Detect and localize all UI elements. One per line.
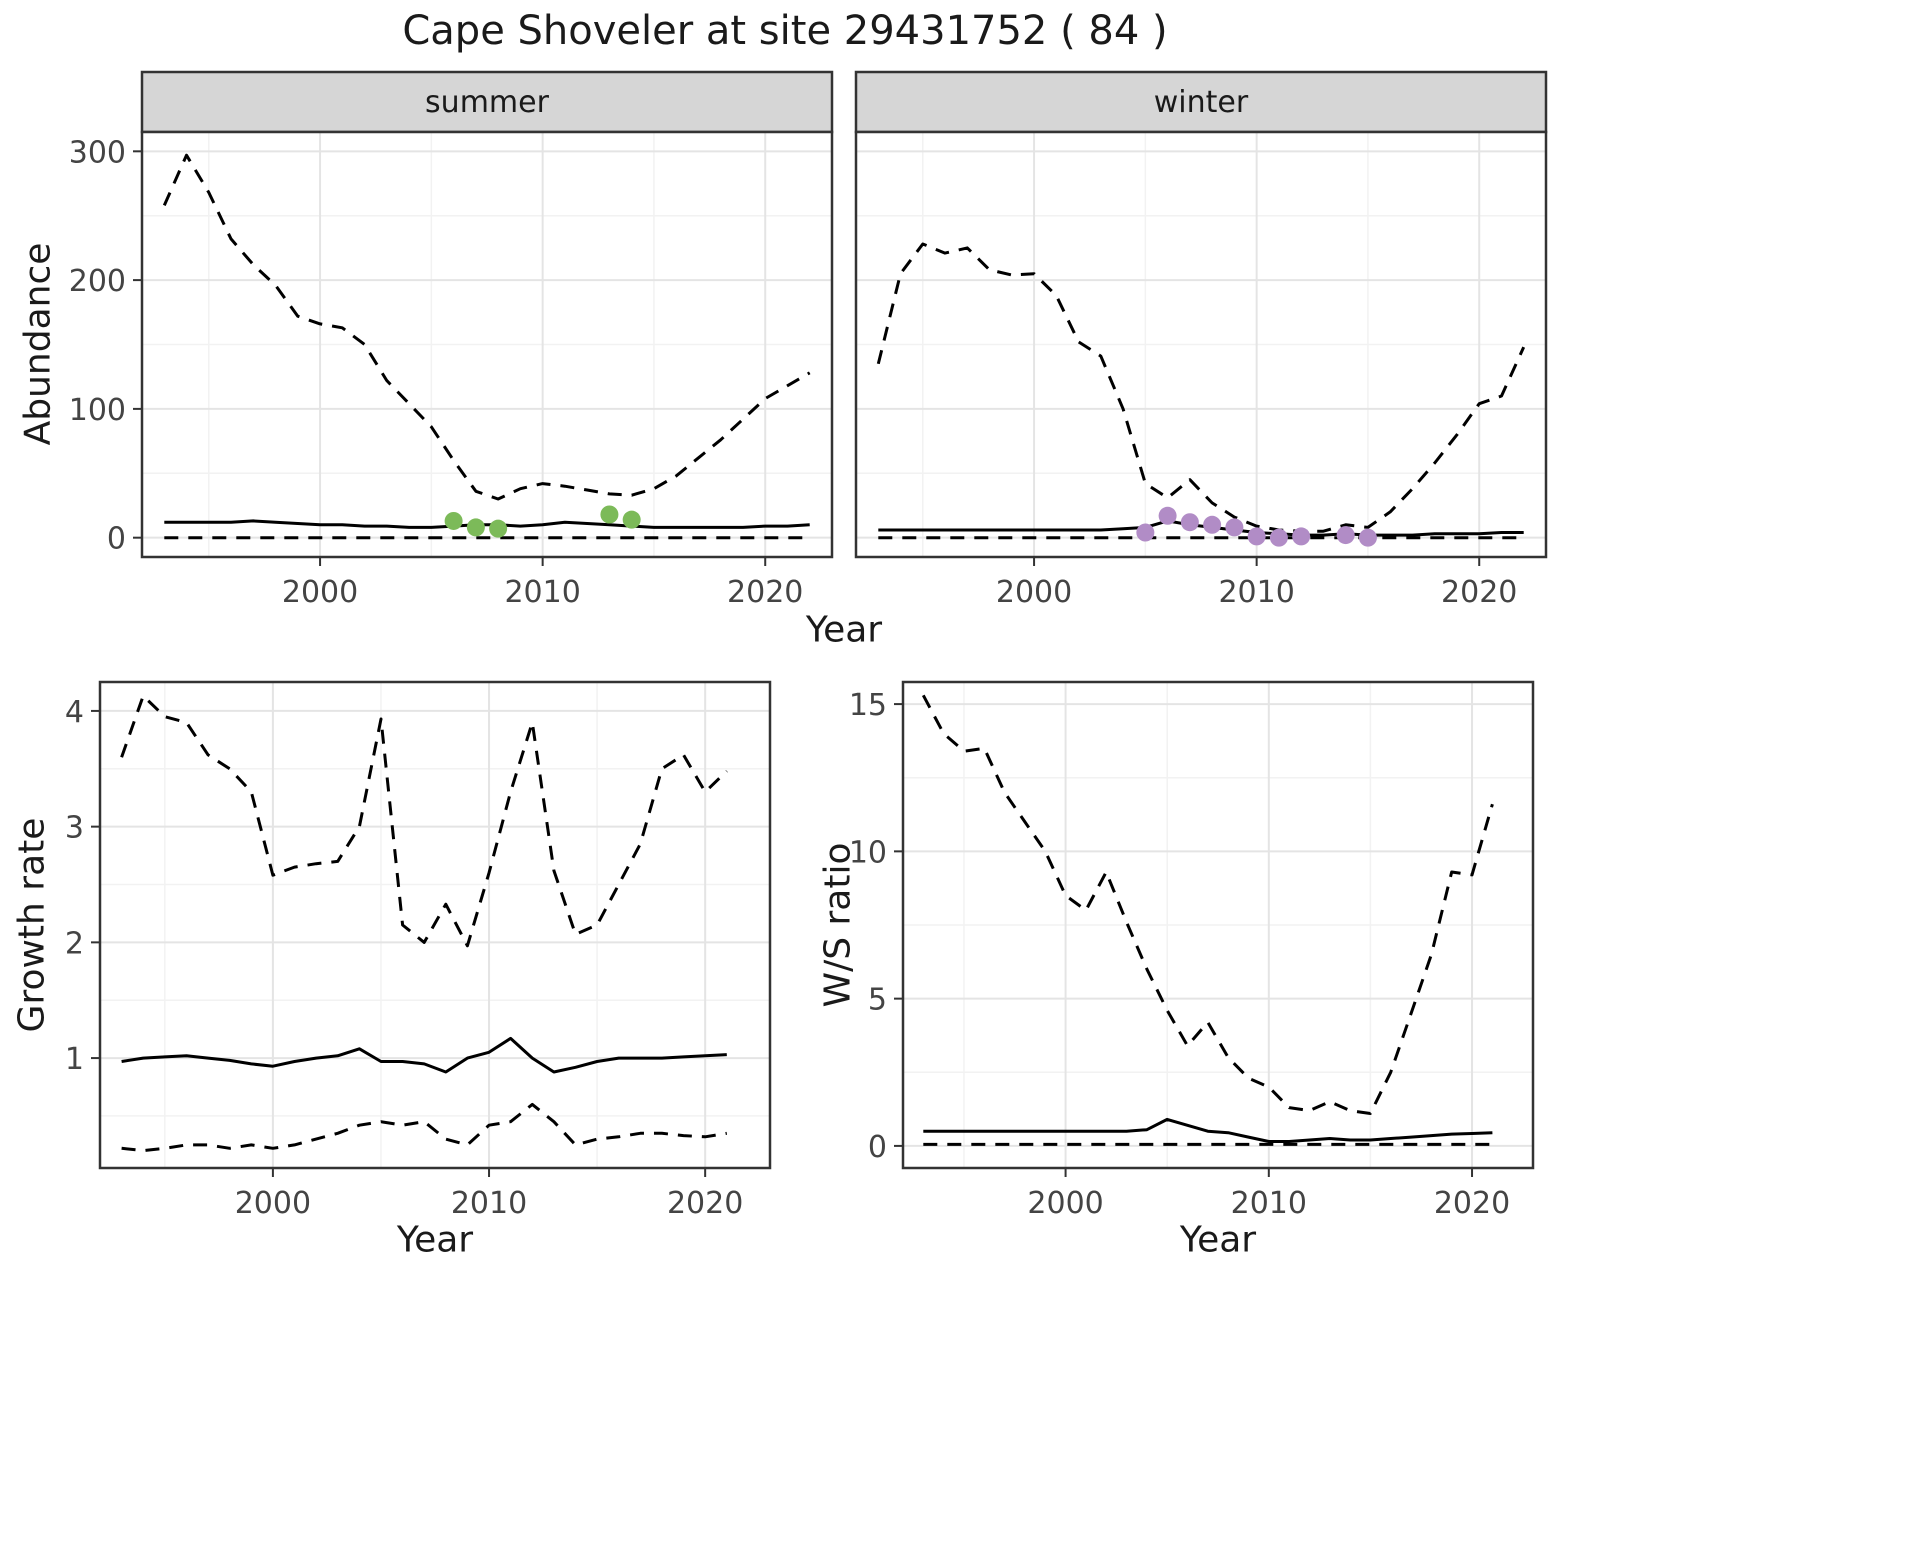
x-tick-label: 2010 [1231,1186,1307,1221]
series-upper_95ci [921,694,1494,1115]
growth-rate-y-axis-label: Growth rate [11,817,53,1033]
series-upper_95ci [120,694,728,948]
observed-point [600,505,619,524]
facet-strip [140,70,834,134]
series-upper_95ci [162,153,811,501]
growth-rate-x-axis-label: Year [396,1219,474,1261]
x-tick-label: 2010 [1218,575,1294,610]
observed-point [489,519,508,538]
x-tick-label: 2000 [282,575,358,610]
observed-point [1247,527,1266,546]
observed-point [1136,523,1155,542]
y-tick-label: 4 [65,695,84,730]
series-median [878,519,1524,537]
panel-border [854,130,1548,559]
series-median [923,1117,1493,1143]
x-tick-label: 2010 [451,1186,527,1221]
x-tick-label: 2020 [667,1186,743,1221]
y-tick-label: 100 [69,393,126,428]
x-tick-label: 2020 [1441,575,1517,610]
ws-ratio-x-axis-label: Year [1179,1219,1257,1261]
facet-strip-summer: summer [425,84,549,120]
x-tick-label: 2010 [504,575,580,610]
y-tick-label: 15 [849,688,887,723]
y-tick-label: 0 [107,522,126,557]
facet-strip [854,70,1548,134]
observed-point [1336,526,1355,545]
observed-point [1292,527,1311,546]
series-median [164,519,810,529]
panel-border [901,680,1535,1170]
observed-point [1358,528,1377,547]
facet-strip-winter: winter [1153,84,1249,120]
series-lower_95ci [121,1102,728,1153]
x-tick-label: 2020 [1434,1186,1510,1221]
series-median [121,1036,727,1074]
x-tick-label: 2020 [727,575,803,610]
abundance-x-axis-label: Year [805,609,883,651]
x-tick-label: 2000 [996,575,1072,610]
observed-point [1180,513,1199,532]
observed-point [1225,518,1244,537]
observed-point [444,511,463,530]
y-tick-label: 2 [65,926,84,961]
x-tick-label: 2000 [235,1186,311,1221]
observed-point [1269,528,1288,547]
y-tick-label: 3 [65,811,84,846]
y-tick-label: 1 [65,1042,84,1077]
abundance-y-axis-label: Abundance [17,242,59,446]
observed-point [466,518,485,537]
series-upper_95ci [876,242,1526,533]
y-tick-label: 300 [69,135,126,170]
observed-point [1203,515,1222,534]
x-tick-label: 2000 [1027,1186,1103,1221]
y-tick-label: 5 [868,983,887,1018]
panel-border [140,130,834,559]
ws-ratio-y-axis-label: W/S ratio [817,842,859,1008]
y-tick-label: 0 [868,1130,887,1165]
y-tick-label: 200 [69,264,126,299]
observed-point [1158,506,1177,525]
observed-point [622,510,641,529]
y-tick-label: 10 [849,835,887,870]
page-title: Cape Shoveler at site 29431752 ( 84 ) [402,8,1168,54]
panel-border [98,680,772,1170]
